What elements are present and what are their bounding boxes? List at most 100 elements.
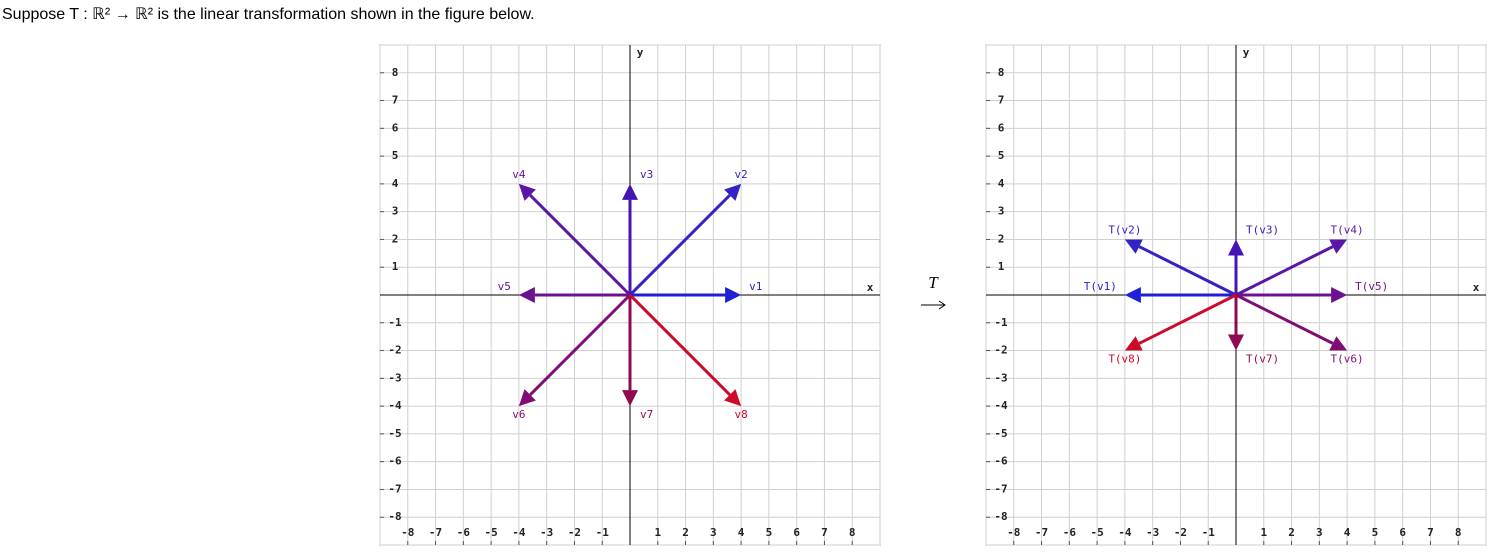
y-tick-label: 3	[998, 205, 1005, 218]
vector-head	[622, 183, 638, 200]
x-tick-label: -3	[1146, 526, 1159, 539]
x-axis-label: x	[867, 281, 874, 294]
y-tick-label: -4	[994, 399, 1008, 412]
y-tick-label: -6	[388, 455, 402, 468]
x-tick-label: 7	[821, 526, 828, 539]
vector-shaft	[529, 194, 632, 297]
x-tick-label: -8	[401, 526, 414, 539]
y-tick-label: 4	[392, 177, 399, 190]
vector-shaft	[1235, 245, 1334, 297]
vector-shaft	[1138, 293, 1237, 345]
y-axis-label: y	[1243, 46, 1250, 59]
vector-head	[1124, 239, 1143, 254]
vector-label: T(v6)	[1331, 353, 1364, 366]
x-tick-label: 2	[1288, 526, 1295, 539]
vector-label: T(v8)	[1108, 353, 1141, 366]
x-tick-label: 7	[1427, 526, 1434, 539]
y-tick-label: 2	[998, 232, 1005, 245]
vector-label: T(v2)	[1108, 223, 1141, 236]
x-tick-label: 4	[1344, 526, 1351, 539]
y-tick-label: 7	[998, 94, 1005, 107]
y-tick-label: -3	[994, 371, 1007, 384]
vector-head	[1228, 239, 1244, 256]
x-tick-label: -7	[1035, 526, 1048, 539]
x-tick-label: -7	[429, 526, 442, 539]
y-tick-label: -3	[388, 371, 401, 384]
x-tick-label: 6	[793, 526, 800, 539]
map-arrow-head	[938, 300, 946, 310]
y-tick-label: 8	[998, 66, 1005, 79]
y-tick-label: 6	[392, 121, 399, 134]
vector-label: v2	[734, 168, 747, 181]
y-tick-label: 3	[392, 205, 399, 218]
y-tick-label: -1	[994, 316, 1008, 329]
x-tick-label: -2	[1174, 526, 1187, 539]
y-tick-label: -8	[994, 510, 1007, 523]
vector-head	[1331, 287, 1348, 303]
x-axis-label: x	[1473, 281, 1480, 294]
y-tick-label: 1	[998, 260, 1005, 273]
x-tick-label: 4	[738, 526, 745, 539]
x-tick-label: -4	[512, 526, 526, 539]
y-tick-label: -6	[994, 455, 1008, 468]
y-tick-label: -7	[388, 482, 401, 495]
x-tick-label: -6	[1063, 526, 1077, 539]
vector-label: T(v4)	[1331, 223, 1364, 236]
y-tick-label: 5	[998, 149, 1005, 162]
vector-shaft	[628, 194, 731, 297]
vector-shaft	[529, 293, 632, 396]
vector-head	[622, 390, 638, 407]
y-tick-label: -7	[994, 482, 1007, 495]
x-tick-label: -1	[1202, 526, 1216, 539]
vector-label: v4	[512, 168, 526, 181]
x-tick-label: 5	[766, 526, 773, 539]
intro-text: Suppose T : ℝ² → ℝ² is the linear transf…	[2, 6, 535, 23]
y-tick-label: -5	[994, 427, 1007, 440]
vector-label: v3	[640, 168, 653, 181]
x-tick-label: -8	[1007, 526, 1020, 539]
vector-shaft	[1138, 245, 1237, 297]
x-tick-label: 6	[1399, 526, 1406, 539]
x-tick-label: 1	[1260, 526, 1267, 539]
y-axis-label: y	[637, 46, 644, 59]
vector-head	[724, 389, 742, 407]
map-symbol: T	[928, 273, 939, 292]
vector-head	[518, 183, 536, 201]
vector-head	[1329, 336, 1348, 351]
x-tick-label: 3	[710, 526, 717, 539]
vector-head	[724, 183, 742, 201]
x-tick-label: 8	[1455, 526, 1462, 539]
y-tick-label: 5	[392, 149, 399, 162]
vector-label: v7	[640, 408, 653, 421]
vector-label: v5	[498, 280, 511, 293]
x-tick-label: 3	[1316, 526, 1323, 539]
y-tick-label: -4	[388, 399, 402, 412]
y-tick-label: -2	[994, 344, 1007, 357]
y-tick-label: 2	[392, 232, 399, 245]
x-tick-label: 2	[682, 526, 689, 539]
x-tick-label: -2	[568, 526, 581, 539]
vector-label: v1	[749, 280, 762, 293]
x-tick-label: 5	[1372, 526, 1379, 539]
vector-head	[1124, 287, 1141, 303]
vector-label: T(v5)	[1355, 280, 1388, 293]
x-tick-label: -6	[457, 526, 471, 539]
x-tick-label: -5	[484, 526, 497, 539]
vector-head	[1124, 336, 1143, 351]
x-tick-label: 1	[654, 526, 661, 539]
y-tick-label: 1	[392, 260, 399, 273]
y-tick-label: -5	[388, 427, 401, 440]
y-tick-label: 4	[998, 177, 1005, 190]
x-tick-label: -5	[1090, 526, 1103, 539]
y-tick-label: 6	[998, 121, 1005, 134]
vector-label: T(v1)	[1084, 280, 1117, 293]
y-tick-label: -1	[388, 316, 402, 329]
vector-head	[725, 287, 742, 303]
x-tick-label: -3	[540, 526, 553, 539]
vector-label: T(v3)	[1246, 223, 1279, 236]
y-tick-label: 8	[392, 66, 399, 79]
vector-shaft	[628, 293, 731, 396]
vector-label: T(v7)	[1246, 353, 1279, 366]
